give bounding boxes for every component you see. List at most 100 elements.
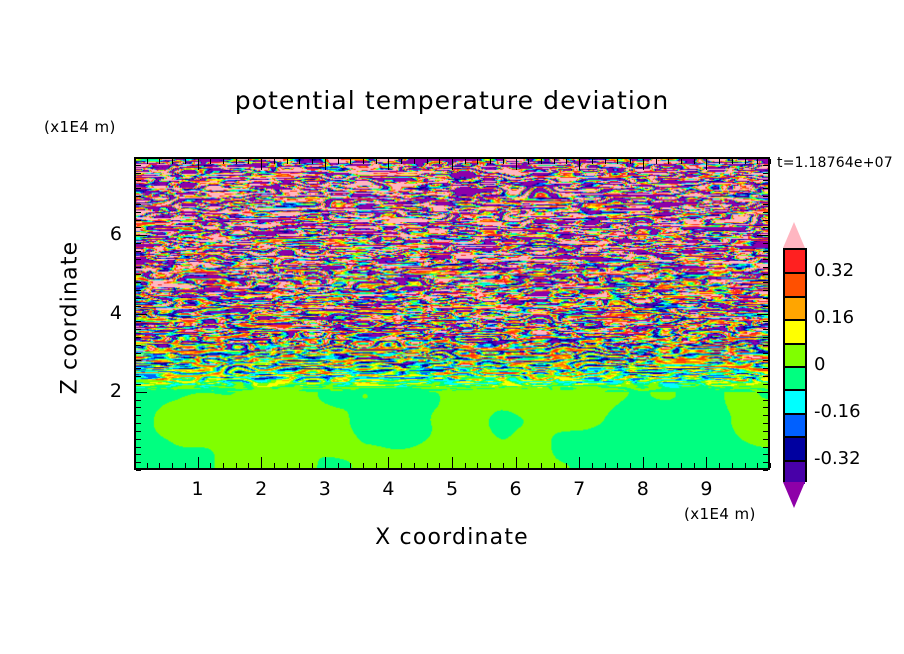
axis-tick xyxy=(439,463,440,468)
axis-tick xyxy=(136,447,141,448)
axis-tick xyxy=(541,463,542,468)
axis-tick xyxy=(299,159,300,164)
colorbar-under-arrow xyxy=(783,482,805,508)
colorbar-over-arrow xyxy=(783,222,805,248)
axis-tick xyxy=(763,360,768,361)
axis-tick xyxy=(136,290,141,291)
axis-tick xyxy=(136,298,141,299)
axis-tick xyxy=(706,159,707,170)
y-axis-unit-label: (x1E4 m) xyxy=(44,118,116,136)
axis-tick xyxy=(763,274,768,275)
axis-tick xyxy=(763,259,768,260)
axis-tick xyxy=(763,368,768,369)
axis-tick xyxy=(763,384,768,385)
axis-tick xyxy=(136,180,141,181)
axis-tick xyxy=(763,180,768,181)
axis-tick xyxy=(490,463,491,468)
colorbar-band xyxy=(785,273,805,297)
axis-tick xyxy=(427,159,428,164)
axis-tick xyxy=(274,463,275,468)
axis-tick xyxy=(477,159,478,164)
colorbar-band xyxy=(785,296,805,321)
axis-tick xyxy=(694,463,695,468)
axis-tick xyxy=(210,463,211,468)
colorbar-tick-label: 0.32 xyxy=(814,260,855,282)
axis-tick xyxy=(185,159,186,164)
axis-tick xyxy=(363,159,364,164)
x-axis-title: X coordinate xyxy=(375,525,529,550)
axis-tick xyxy=(763,462,768,463)
axis-tick xyxy=(528,463,529,468)
axis-tick xyxy=(147,463,148,468)
axis-tick xyxy=(159,159,160,164)
x-tick-label: 4 xyxy=(382,478,395,500)
colorbar-band-separator xyxy=(785,272,805,275)
axis-tick xyxy=(763,290,768,291)
axis-tick xyxy=(617,159,618,164)
axis-tick xyxy=(136,392,147,393)
axis-tick xyxy=(338,463,339,468)
axis-tick xyxy=(172,159,173,164)
axis-tick xyxy=(376,463,377,468)
axis-tick xyxy=(763,267,768,268)
colorbar xyxy=(781,222,809,508)
axis-tick xyxy=(694,159,695,164)
axis-tick xyxy=(681,463,682,468)
axis-tick xyxy=(248,159,249,164)
axis-tick xyxy=(388,159,389,170)
axis-tick xyxy=(605,463,606,468)
x-tick-label: 1 xyxy=(191,478,204,500)
axis-tick xyxy=(350,463,351,468)
axis-tick xyxy=(763,470,768,471)
axis-tick xyxy=(136,345,141,346)
colorbar-band xyxy=(785,390,805,414)
axis-tick xyxy=(136,368,141,369)
axis-tick xyxy=(452,457,453,468)
axis-tick xyxy=(592,463,593,468)
axis-tick xyxy=(656,463,657,468)
colorbar-bands xyxy=(783,248,807,484)
axis-tick xyxy=(136,470,141,471)
axis-tick xyxy=(656,159,657,164)
axis-tick xyxy=(185,463,186,468)
colorbar-band-separator xyxy=(785,412,805,415)
axis-tick xyxy=(763,353,768,354)
colorbar-band-separator xyxy=(785,366,805,368)
axis-tick xyxy=(136,454,141,455)
axis-tick xyxy=(763,447,768,448)
colorbar-band xyxy=(785,250,805,274)
axis-tick xyxy=(452,159,453,170)
axis-tick xyxy=(159,463,160,468)
axis-tick xyxy=(136,204,141,205)
colorbar-tick-label: 0.16 xyxy=(814,307,855,329)
axis-tick xyxy=(261,159,262,170)
axis-tick xyxy=(579,457,580,468)
axis-tick xyxy=(136,274,141,275)
axis-tick xyxy=(516,159,517,170)
axis-tick xyxy=(325,159,326,170)
axis-tick xyxy=(732,463,733,468)
axis-tick xyxy=(136,384,141,385)
axis-tick xyxy=(763,329,768,330)
axis-tick xyxy=(136,259,141,260)
axis-tick xyxy=(136,353,141,354)
contour-field xyxy=(136,159,768,468)
axis-tick xyxy=(770,159,771,164)
axis-tick xyxy=(643,159,644,170)
axis-tick xyxy=(770,463,771,468)
axis-tick xyxy=(579,159,580,170)
axis-tick xyxy=(287,159,288,164)
chart-title: potential temperature deviation xyxy=(234,86,670,115)
axis-tick xyxy=(745,463,746,468)
axis-tick xyxy=(566,463,567,468)
axis-tick xyxy=(745,159,746,164)
axis-tick xyxy=(136,407,141,408)
axis-tick xyxy=(763,212,768,213)
axis-tick xyxy=(757,235,768,236)
axis-tick xyxy=(643,457,644,468)
axis-tick xyxy=(763,165,768,166)
axis-tick xyxy=(528,159,529,164)
colorbar-band xyxy=(785,437,805,461)
x-tick-label: 7 xyxy=(573,478,586,500)
axis-tick xyxy=(681,159,682,164)
